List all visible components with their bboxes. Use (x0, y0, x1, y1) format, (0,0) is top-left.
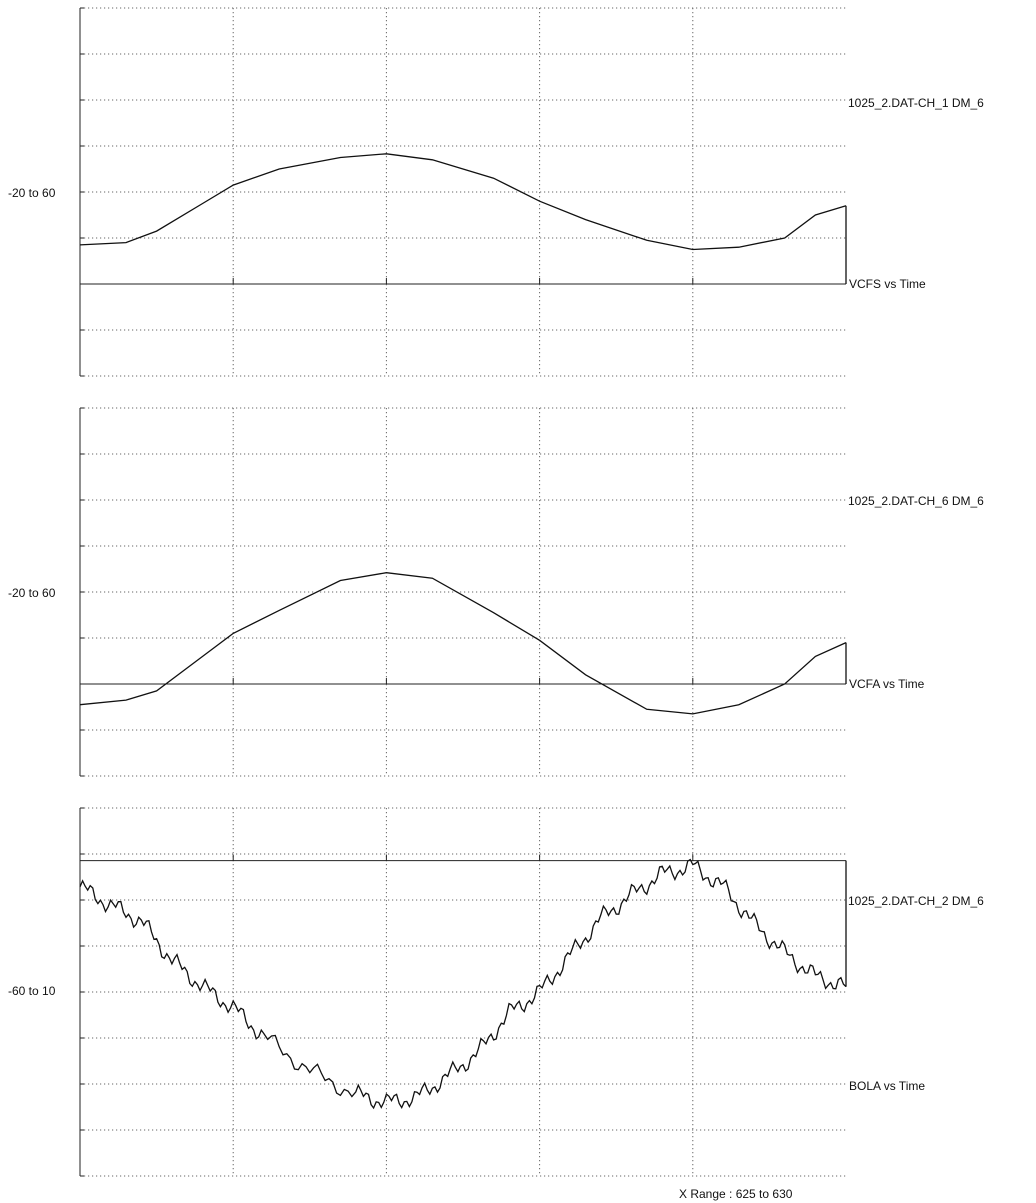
panel-2-title: VCFA vs Time (849, 677, 925, 691)
panel-3-title: BOLA vs Time (849, 1079, 926, 1093)
panel-1-range-label: -20 to 60 (8, 186, 56, 200)
panel-1-title: VCFS vs Time (849, 277, 926, 291)
panel-1-source-label: 1025_2.DAT-CH_1 DM_6 (848, 96, 984, 110)
series-line-3 (79, 858, 847, 1110)
panel-2-range-label: -20 to 60 (8, 586, 56, 600)
panel-2-source-label: 1025_2.DAT-CH_6 DM_6 (848, 494, 984, 508)
panel-3-range-label: -60 to 10 (8, 984, 56, 998)
panel-3-source-label: 1025_2.DAT-CH_2 DM_6 (848, 894, 984, 908)
series-line-2 (79, 572, 847, 715)
series-line-1 (79, 153, 847, 251)
x-range-label: X Range : 625 to 630 (679, 1187, 793, 1201)
chart-panel-2 (79, 407, 847, 777)
chart-panel-3 (79, 807, 847, 1177)
chart-panel-1 (79, 7, 847, 377)
